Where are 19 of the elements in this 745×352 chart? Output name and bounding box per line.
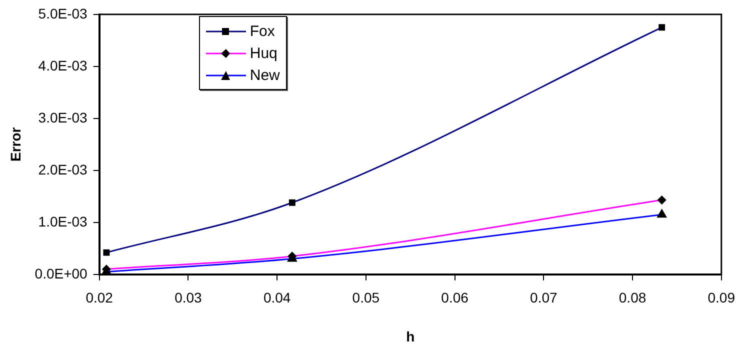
legend-label: Huq <box>250 44 278 62</box>
y-tick-label: 4.0E-03 <box>38 57 88 74</box>
legend-label: New <box>250 66 280 84</box>
x-axis-title: h <box>406 328 415 344</box>
x-tick-label: 0.04 <box>263 290 291 306</box>
x-tick-label: 0.02 <box>86 290 114 306</box>
x-tick-label: 0.05 <box>352 290 380 306</box>
y-tick-label: 1.0E-03 <box>38 213 88 230</box>
x-tick-label: 0.07 <box>530 290 558 306</box>
y-tick-label: 2.0E-03 <box>38 161 88 178</box>
x-tick-label: 0.03 <box>174 290 202 306</box>
y-axis-title: Error <box>7 126 24 162</box>
x-tick-label: 0.08 <box>618 290 646 306</box>
x-tick-label: 0.09 <box>708 290 736 306</box>
y-tick-label: 5.0E-03 <box>38 5 88 22</box>
y-tick-label: 3.0E-03 <box>38 109 88 126</box>
y-tick-label: 0.0E+00 <box>34 265 88 282</box>
legend-label: Fox <box>250 22 275 40</box>
x-tick-label: 0.06 <box>441 290 469 306</box>
